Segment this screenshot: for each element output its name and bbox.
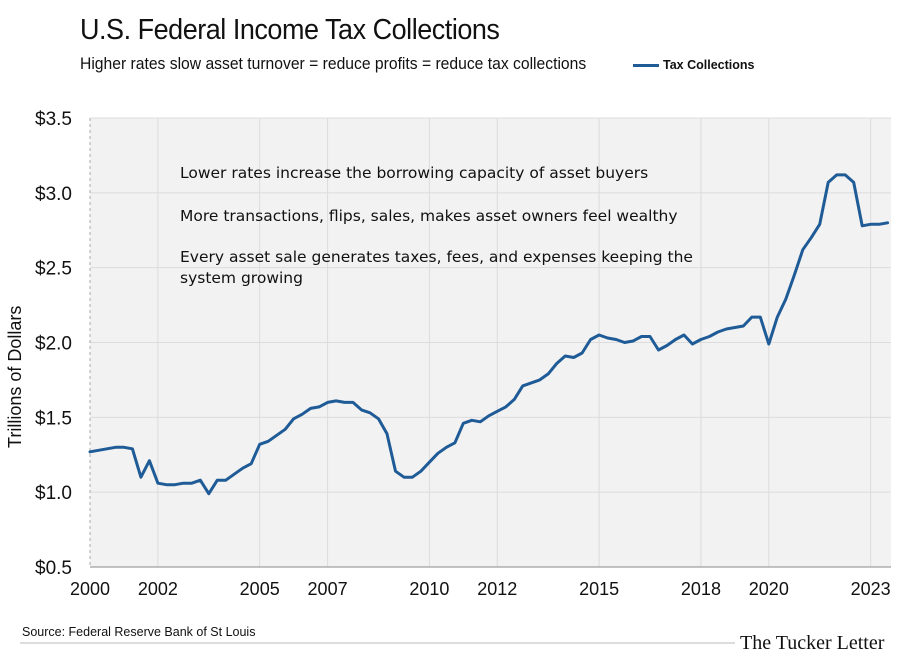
- y-tick-label: $0.5: [35, 558, 72, 579]
- annotation-3: Every asset sale generates taxes, fees, …: [180, 248, 693, 287]
- y-tick-label: $3.0: [35, 184, 72, 205]
- series: [88, 173, 890, 496]
- annotation-2: More transactions, flips, sales, makes a…: [180, 207, 678, 225]
- axes: [89, 118, 891, 568]
- series-line-tax-collections: [88, 173, 890, 496]
- x-tick-label: 2005: [240, 579, 280, 599]
- x-tick-label: 2023: [851, 579, 891, 599]
- x-tick-label: 2007: [308, 579, 348, 599]
- brand-name: The Tucker Letter: [740, 632, 885, 654]
- chart-title: U.S. Federal Income Tax Collections: [80, 14, 500, 46]
- x-tick-label: 2002: [138, 579, 178, 599]
- x-tick-label: 2020: [749, 579, 789, 599]
- source-note: Source: Federal Reserve Bank of St Louis: [22, 625, 256, 639]
- y-tick-label: $2.0: [35, 334, 72, 355]
- y-tick-label: $1.0: [35, 483, 72, 504]
- y-tick-label: $1.5: [35, 408, 72, 429]
- x-tick-label: 2012: [477, 579, 517, 599]
- x-tick-label: 2010: [409, 579, 449, 599]
- annotation-1: Lower rates increase the borrowing capac…: [180, 164, 649, 182]
- y-tick-label: $3.5: [35, 109, 72, 130]
- x-tick-label: 2000: [70, 579, 110, 599]
- legend: Tax Collections: [633, 58, 754, 72]
- legend-swatch: [633, 63, 659, 67]
- x-tick-label: 2018: [681, 579, 721, 599]
- chart-subtitle: Higher rates slow asset turnover = reduc…: [80, 55, 587, 73]
- x-tick-label: 2015: [579, 579, 619, 599]
- y-tick-label: $2.5: [35, 259, 72, 280]
- grid-lines: [90, 117, 891, 567]
- legend-label: Tax Collections: [663, 58, 755, 72]
